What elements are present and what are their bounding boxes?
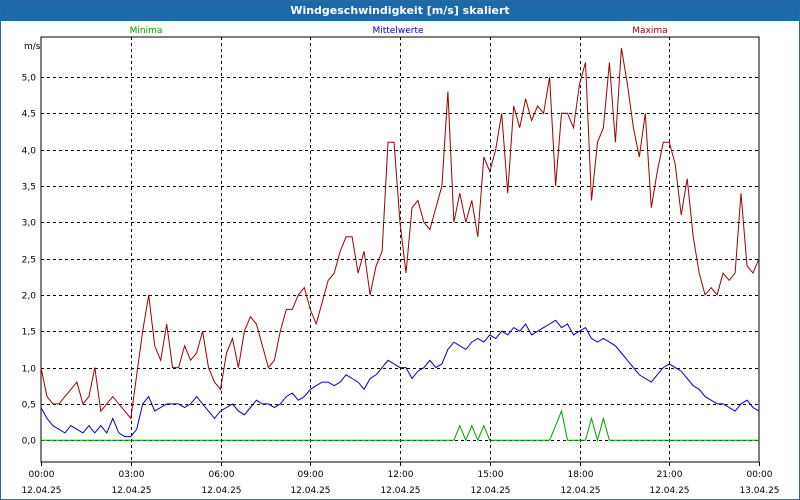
legend-mittelwerte: Mittelwerte [372, 26, 423, 36]
x-tick-date: 12.04.25 [111, 486, 151, 496]
x-tick-time: 21:00 [657, 470, 683, 480]
y-tick-label: 4,5 [22, 110, 36, 120]
x-tick-time: 00:00 [29, 470, 55, 480]
x-tick-date: 12.04.25 [290, 486, 330, 496]
x-tick-date: 12.04.25 [470, 486, 510, 496]
y-tick-label: 0,0 [22, 437, 37, 447]
x-tick-date: 12.04.25 [560, 486, 600, 496]
x-tick-time: 00:00 [747, 470, 773, 480]
y-tick-label: 1,0 [22, 365, 37, 375]
x-tick-time: 09:00 [298, 470, 324, 480]
y-tick-label: 5,0 [22, 74, 37, 84]
y-tick-label: 2,0 [22, 292, 37, 302]
x-tick-date: 12.04.25 [649, 486, 689, 496]
x-tick-time: 15:00 [478, 470, 504, 480]
x-tick-date: 12.04.25 [380, 486, 420, 496]
series-line-maxima [40, 47, 760, 420]
y-tick-label: 1,5 [22, 328, 36, 338]
x-tick-time: 03:00 [119, 470, 145, 480]
line-chart: 0,0 0,5 1,0 1,5 2,0 2,5 3,0 3,5 4,0 4,5 5,0 m/s 00:0… [21, 26, 779, 496]
x-tick-time: 06:00 [209, 470, 235, 480]
window-title: Windgeschwindigkeit [m/s] skaliert [1, 1, 799, 21]
legend-minima: Minima [130, 26, 163, 36]
x-tick-date: 13.04.25 [739, 486, 779, 496]
y-tick-label: 4,0 [22, 147, 37, 157]
series-line-minima [41, 409, 759, 443]
legend-maxima: Maxima [632, 26, 667, 36]
y-tick-label: 0,5 [22, 401, 36, 411]
y-tick-label: 3,5 [22, 183, 36, 193]
y-tick-label: 2,5 [22, 256, 36, 266]
y-axis-label: m/s [24, 42, 41, 52]
y-tick-label: 3,0 [22, 219, 37, 229]
x-tick-time: 12:00 [388, 470, 414, 480]
x-tick-time: 18:00 [568, 470, 594, 480]
series-line-mittelwerte [40, 319, 760, 438]
x-tick-date: 12.04.25 [21, 486, 61, 496]
x-tick-date: 12.04.25 [201, 486, 241, 496]
